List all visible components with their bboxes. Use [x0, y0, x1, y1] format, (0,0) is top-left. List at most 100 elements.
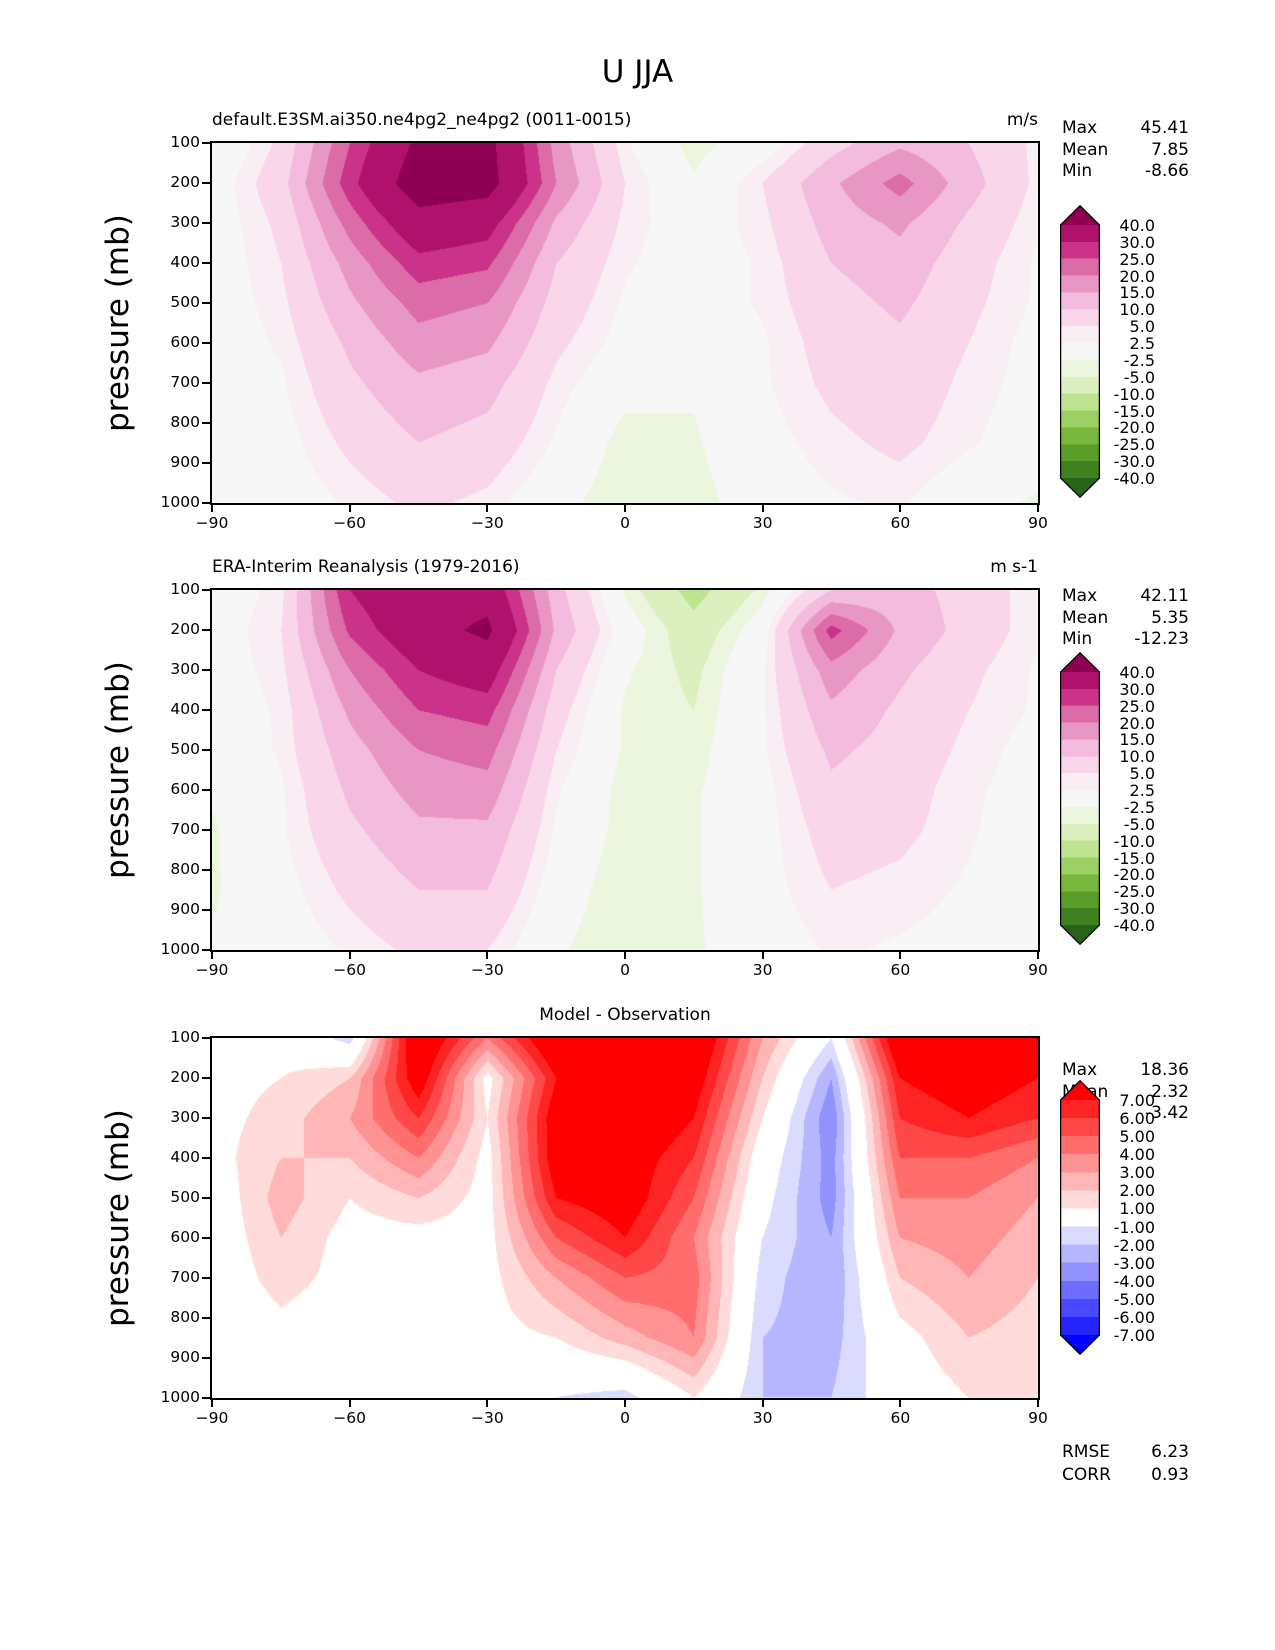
y-tick-label: 1000 — [160, 493, 200, 511]
y-tick-label: 700 — [170, 820, 200, 838]
colorbar-tick-label: 2.5 — [1129, 781, 1155, 801]
stat-label: Max — [1062, 1060, 1098, 1080]
stat-row: Max 45.41 — [1062, 118, 1189, 140]
x-tick-label: 30 — [752, 514, 773, 532]
stat-label: CORR — [1062, 1465, 1111, 1485]
stat-row: Max 18.36 — [1062, 1060, 1189, 1082]
x-tick-label: 90 — [1028, 514, 1048, 532]
y-tick-label: 800 — [170, 413, 200, 431]
colorbar-tick-label: -40.0 — [1113, 469, 1155, 488]
y-tick-label: 600 — [170, 333, 200, 351]
x-tick-label: 0 — [620, 1409, 630, 1427]
x-tick-label: −30 — [470, 514, 504, 532]
colorbar-tick-label: -25.0 — [1113, 435, 1155, 455]
colorbar-tick-label: -25.0 — [1113, 882, 1155, 902]
stats-block: Max 45.41 Mean 7.85 Min -8.66 — [1062, 118, 1189, 183]
x-axis-tick — [761, 503, 764, 512]
colorbar-tick-label: -2.5 — [1123, 350, 1155, 370]
stat-value: 18.36 — [1140, 1060, 1189, 1080]
y-tick-label: 900 — [170, 1348, 200, 1366]
contour-canvas-reanalysis — [212, 590, 1038, 950]
stat-value: 2.32 — [1151, 1081, 1189, 1102]
colorbar — [1059, 204, 1101, 502]
y-tick-label: 600 — [170, 780, 200, 798]
y-axis-tick — [202, 262, 211, 264]
y-tick-label: 100 — [170, 1028, 200, 1046]
y-axis-tick — [202, 462, 211, 464]
y-tick-label: 900 — [170, 453, 200, 471]
colorbar-tick-label: -1.00 — [1113, 1217, 1155, 1237]
x-tick-label: 90 — [1028, 961, 1048, 979]
stat-label: Min — [1062, 161, 1093, 181]
x-axis-tick — [348, 503, 351, 512]
colorbar-tick-label: -30.0 — [1113, 452, 1155, 472]
colorbar-tick-label: 30.0 — [1119, 679, 1155, 699]
y-axis-tick — [202, 829, 211, 831]
y-axis-tick — [202, 142, 211, 144]
y-axis-tick — [202, 1117, 211, 1119]
x-axis-tick — [624, 950, 626, 959]
x-axis-tick — [899, 503, 902, 512]
stats-block: Max 42.11 Mean 5.35 Min -12.23 — [1062, 586, 1189, 651]
y-axis-tick — [202, 949, 211, 951]
stat-label: RMSE — [1062, 1442, 1111, 1462]
colorbar-tick-label: -3.00 — [1113, 1253, 1155, 1273]
stat-value: -12.23 — [1134, 629, 1189, 649]
colorbar-tick-label: -15.0 — [1113, 848, 1155, 868]
plot-area: −90 −60 −30 0 30 60 90 100 200 300 400 500 600 700 800… — [161, 133, 1048, 532]
figure-title: U JJA — [601, 54, 674, 90]
y-axis-tick — [202, 1197, 211, 1199]
x-tick-label: −90 — [195, 514, 229, 532]
colorbar-tick-label: 20.0 — [1119, 266, 1155, 286]
x-axis-tick — [1037, 1398, 1039, 1407]
colorbar-tick-label: -40.0 — [1113, 916, 1155, 935]
y-axis-tick — [202, 382, 211, 384]
y-axis-tick — [202, 182, 211, 184]
x-tick-label: −60 — [333, 1409, 367, 1427]
y-tick-label: 200 — [170, 1068, 200, 1086]
y-axis-tick — [202, 709, 211, 711]
y-axis-tick — [202, 342, 211, 344]
x-tick-label: 90 — [1028, 1409, 1048, 1427]
colorbar — [1059, 1079, 1101, 1359]
y-tick-label: 200 — [170, 173, 200, 191]
x-tick-label: −30 — [470, 961, 504, 979]
colorbar-tick-label: 6.00 — [1119, 1109, 1155, 1129]
stat-label: Mean — [1062, 607, 1109, 628]
y-axis-tick — [202, 222, 211, 224]
y-axis-tick — [202, 1317, 211, 1319]
units-label: m s-1 — [990, 557, 1038, 577]
colorbar-tick-label: 3.00 — [1119, 1163, 1155, 1183]
stat-row: Min -12.23 — [1062, 629, 1189, 651]
y-tick-label: 300 — [170, 1108, 200, 1126]
stat-label: Min — [1062, 629, 1093, 649]
x-axis-tick — [486, 503, 489, 512]
colorbar-tick-label: 5.0 — [1129, 317, 1155, 337]
y-tick-label: 400 — [170, 1148, 200, 1166]
y-axis-tick — [202, 1077, 211, 1079]
colorbar-tick-label: -6.00 — [1113, 1307, 1155, 1327]
y-tick-label: 400 — [170, 700, 200, 718]
colorbar-tick-label: -20.0 — [1113, 865, 1155, 885]
contour-canvas-difference — [212, 1038, 1038, 1398]
stat-row: Mean 5.35 — [1062, 608, 1189, 630]
x-axis-tick — [761, 1398, 764, 1407]
y-tick-label: 100 — [170, 580, 200, 598]
y-tick-label: 100 — [170, 133, 200, 151]
colorbar-tick-label: 7.00 — [1119, 1091, 1155, 1110]
stat-label: Max — [1062, 586, 1098, 606]
y-axis-tick — [202, 502, 211, 504]
colorbar-tick-label: 25.0 — [1119, 249, 1155, 269]
colorbar-tick-label: -2.5 — [1123, 797, 1155, 817]
y-axis-tick — [202, 589, 211, 591]
x-tick-label: 60 — [890, 961, 911, 979]
plot-area: −90 −60 −30 0 30 60 90 100 200 300 400 500 600 700 800… — [161, 1028, 1048, 1427]
stat-row: CORR 0.93 — [1062, 1464, 1189, 1487]
panel-header: ERA-Interim Reanalysis (1979-2016) m s-1 — [212, 557, 1038, 581]
colorbar-tick-label: 2.00 — [1119, 1181, 1155, 1201]
y-tick-label: 800 — [170, 860, 200, 878]
x-axis-tick — [211, 1398, 213, 1407]
x-tick-label: −90 — [195, 961, 229, 979]
panel-title: ERA-Interim Reanalysis (1979-2016) — [212, 557, 520, 577]
x-tick-label: 30 — [752, 961, 773, 979]
